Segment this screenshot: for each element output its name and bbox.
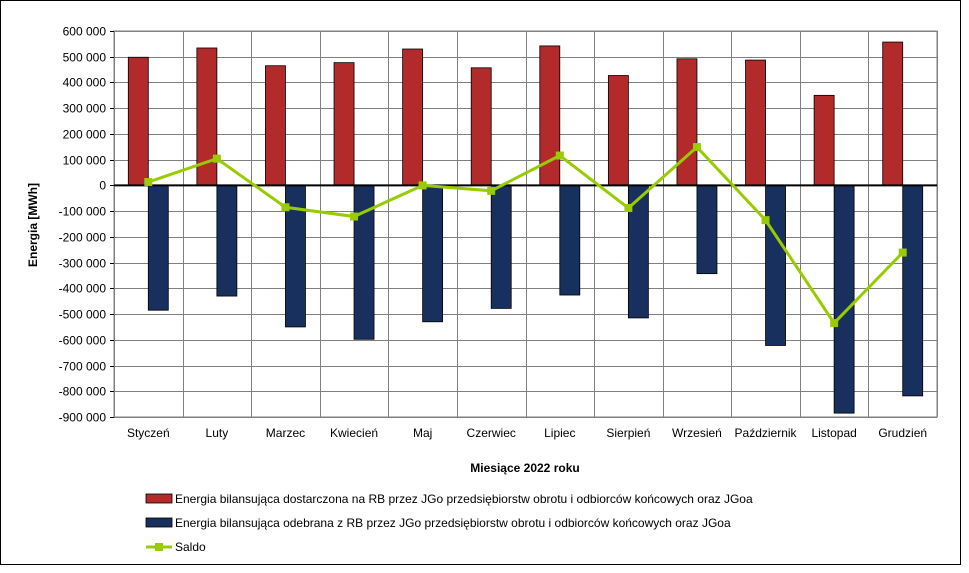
bar-delivered [745, 59, 766, 186]
y-tick-label: -900 000 [59, 411, 107, 425]
legend-label: Energia bilansująca odebrana z RB przez … [175, 516, 731, 530]
bar-delivered [127, 56, 149, 186]
saldo-marker [624, 204, 633, 213]
bar-delivered [813, 94, 835, 186]
x-tick-label: Listopad [811, 426, 856, 440]
y-tick-label: -600 000 [59, 334, 107, 348]
y-tick-label: -800 000 [59, 385, 107, 399]
y-tick-label: -100 000 [59, 205, 107, 219]
bar-received [422, 184, 444, 323]
x-tick-labels: Styczeń Luty Marzec Kwiecień Maj Czerwiec Lipi… [127, 426, 927, 440]
bar-delivered [333, 62, 355, 186]
saldo-marker [898, 248, 907, 257]
y-tick-label: 0 [99, 179, 106, 193]
bar-received [216, 184, 238, 297]
y-tick-label: 600 000 [63, 25, 107, 39]
x-tick-label: Lipiec [544, 426, 575, 440]
bar-received [696, 184, 718, 275]
legend-swatch-received [145, 517, 173, 528]
x-tick-label: Wrzesień [672, 426, 722, 440]
bar-delivered [882, 41, 904, 186]
y-tick-label: -300 000 [59, 257, 107, 271]
saldo-marker [555, 151, 564, 160]
y-tick-label: -400 000 [59, 282, 107, 296]
bar-received [833, 184, 855, 414]
legend-swatch-delivered [145, 493, 173, 504]
bar-delivered [676, 58, 698, 186]
legend-swatch-saldo-marker [155, 543, 163, 551]
saldo-marker [281, 203, 290, 212]
saldo-marker [144, 178, 153, 187]
y-tick-label: 200 000 [63, 128, 107, 142]
saldo-marker [487, 186, 496, 195]
x-tick-label: Sierpień [606, 426, 650, 440]
y-tick-label: 300 000 [63, 102, 107, 116]
bar-delivered [265, 65, 286, 186]
saldo-marker [212, 154, 221, 163]
saldo-marker [761, 216, 770, 225]
saldo-polyline [147, 144, 904, 326]
y-tick-label: 500 000 [63, 51, 107, 65]
x-tick-label: Czerwiec [467, 426, 516, 440]
saldo-marker [350, 212, 359, 221]
x-tick-label: Maj [413, 426, 432, 440]
x-tick-label: Marzec [266, 426, 305, 440]
x-tick-label: Styczeń [127, 426, 170, 440]
bar-received [902, 184, 924, 397]
bar-delivered [470, 67, 492, 186]
y-tick-label: -700 000 [59, 360, 107, 374]
legend: Energia bilansująca dostarczona na RB pr… [145, 492, 753, 554]
y-tick-labels: 600 000 500 000 400 000 300 000 200 000 100 0… [59, 25, 107, 425]
bar-delivered [607, 75, 629, 186]
saldo-marker [418, 181, 427, 190]
x-tick-label: Październik [735, 426, 798, 440]
bar-received [559, 184, 581, 296]
y-axis-title: Energia [MWh] [26, 183, 40, 267]
saldo-marker [830, 319, 839, 328]
saldo-line [144, 143, 907, 328]
legend-label: Saldo [175, 540, 206, 554]
y-tick-label: 100 000 [63, 154, 107, 168]
x-tick-label: Kwiecień [330, 426, 378, 440]
x-axis-title: Miesiące 2022 roku [470, 461, 579, 475]
y-tick-label: -500 000 [59, 308, 107, 322]
plot-area [113, 30, 938, 418]
x-tick-label: Luty [206, 426, 229, 440]
y-tick-label: -200 000 [59, 231, 107, 245]
bar-received [147, 184, 169, 311]
x-tick-label: Grudzień [878, 426, 927, 440]
legend-label: Energia bilansująca dostarczona na RB pr… [175, 492, 753, 506]
bar-received [765, 184, 786, 346]
y-tick-label: 400 000 [63, 76, 107, 90]
bar-received [490, 184, 512, 309]
bar-delivered [402, 48, 424, 186]
grid-lines [110, 30, 938, 418]
saldo-marker [692, 143, 701, 152]
